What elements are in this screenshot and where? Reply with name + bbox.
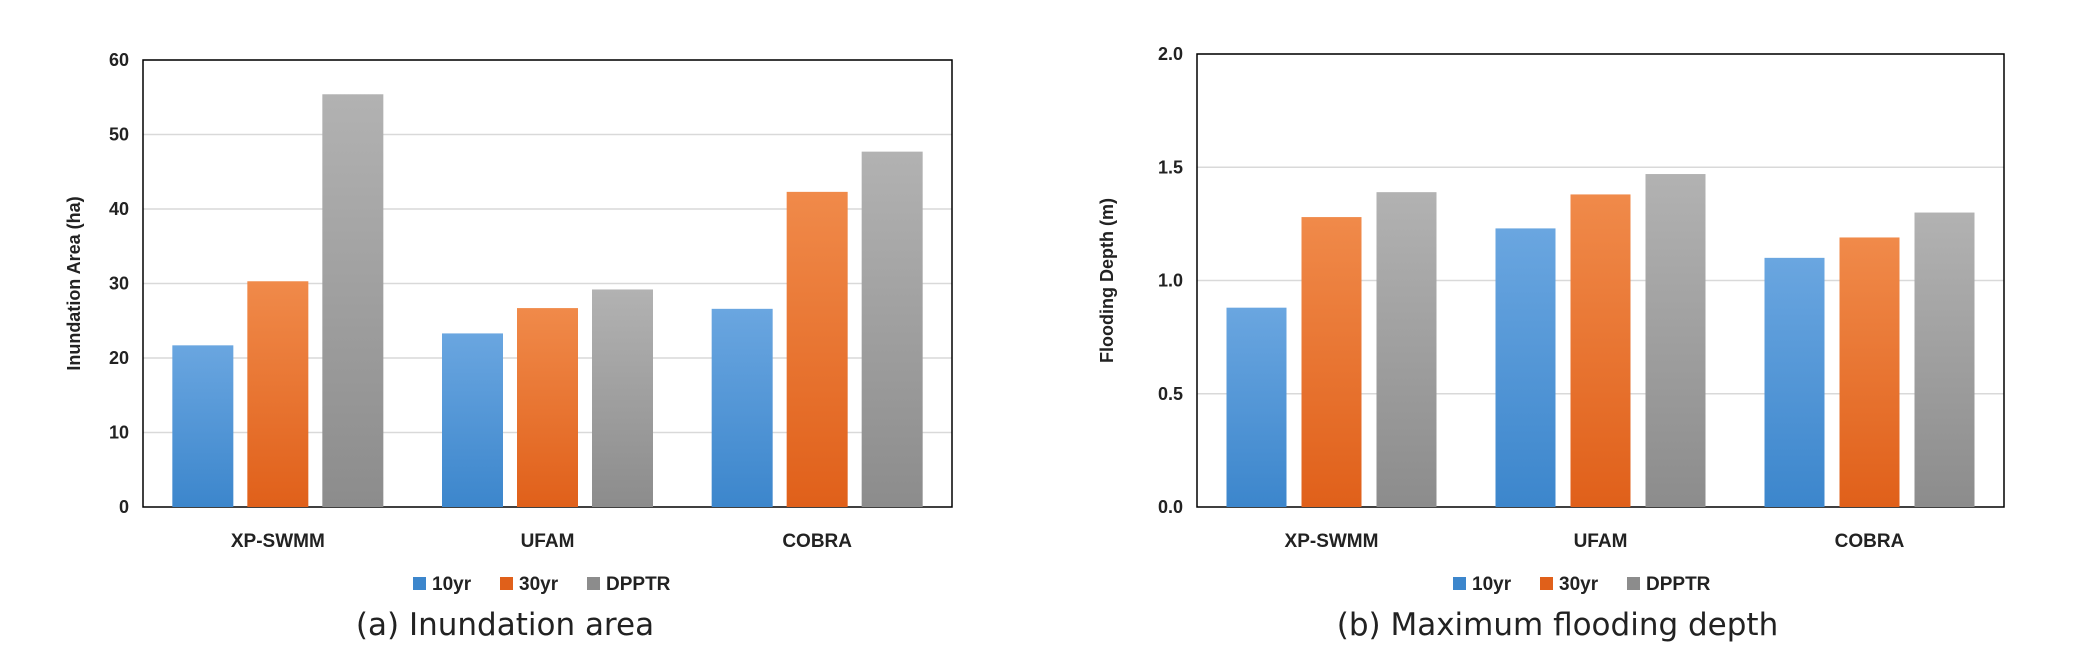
bar-30yr-ufam <box>1570 194 1631 507</box>
legend-label-10yr: 10yr <box>1472 574 1512 595</box>
bar-10yr-ufam <box>1495 228 1556 507</box>
x-category-label: UFAM <box>521 531 575 552</box>
legend-swatch-30yr <box>500 577 513 590</box>
legend-label-30yr: 30yr <box>1559 574 1599 595</box>
bar-10yr-cobra <box>1764 257 1825 507</box>
chart-inundation-area: 0 10 20 30 40 50 60 XP-SWMM UFAM COBRA Inundation … <box>64 50 953 595</box>
y-tick-label: 60 <box>109 50 129 70</box>
chart-panel-flooding-depth: 0.0 0.5 1.0 1.5 2.0 XP-SWMM UFAM COBRA Flooding … <box>1040 0 2075 660</box>
legend-label-30yr: 30yr <box>519 574 559 595</box>
y-axis-label: Flooding Depth (m) <box>1097 198 1117 363</box>
bar-dpptr-ufam <box>592 289 653 507</box>
bar-10yr-xp-swmm <box>172 345 234 507</box>
legend-swatch-30yr <box>1540 577 1553 590</box>
legend-label-10yr: 10yr <box>432 574 472 595</box>
y-tick-label: 2.0 <box>1158 44 1183 64</box>
y-tick-label: 20 <box>109 348 129 368</box>
x-category-label: UFAM <box>1574 531 1628 552</box>
y-axis-label: Inundation Area (ha) <box>64 196 84 370</box>
bar-30yr-ufam <box>517 308 578 507</box>
legend-swatch-10yr <box>413 577 426 590</box>
y-tick-label: 50 <box>109 125 129 145</box>
x-category-label: XP-SWMM <box>1285 531 1379 552</box>
y-tick-label: 1.5 <box>1158 157 1183 177</box>
bar-dpptr-xp-swmm <box>1376 192 1437 508</box>
y-tick-label: 30 <box>109 274 129 294</box>
legend-swatch-dpptr <box>587 577 600 590</box>
bar-dpptr-ufam <box>1645 174 1706 508</box>
caption-inundation-area: (a) Inundation area <box>355 607 655 643</box>
bar-30yr-xp-swmm <box>1301 217 1362 507</box>
y-tick-label: 10 <box>109 423 129 443</box>
bar-30yr-xp-swmm <box>247 281 309 507</box>
y-tick-label: 40 <box>109 199 129 219</box>
bar-10yr-cobra <box>711 308 773 507</box>
y-tick-label: 1.0 <box>1158 271 1183 291</box>
x-category-label: COBRA <box>782 531 852 552</box>
bar-dpptr-cobra <box>1914 212 1975 508</box>
bar-dpptr-cobra <box>861 151 923 507</box>
caption-flooding-depth: (b) Maximum flooding depth <box>1336 607 1779 643</box>
bar-10yr-ufam <box>442 333 503 507</box>
chart-flooding-depth: 0.0 0.5 1.0 1.5 2.0 XP-SWMM UFAM COBRA Flooding … <box>1097 44 2005 595</box>
chart-panel-inundation-area: 0 10 20 30 40 50 60 XP-SWMM UFAM COBRA Inundation … <box>64 50 953 643</box>
x-category-label: COBRA <box>1835 531 1905 552</box>
bar-10yr-xp-swmm <box>1226 307 1287 507</box>
bar-dpptr-xp-swmm <box>322 94 384 508</box>
legend-label-dpptr: DPPTR <box>606 574 671 595</box>
legend-swatch-dpptr <box>1627 577 1640 590</box>
x-category-label: XP-SWMM <box>231 531 325 552</box>
y-tick-label: 0.0 <box>1158 497 1183 517</box>
bar-30yr-cobra <box>786 191 848 508</box>
legend-swatch-10yr <box>1453 577 1466 590</box>
y-tick-label: 0 <box>119 497 129 517</box>
y-tick-label: 0.5 <box>1158 384 1183 404</box>
bar-30yr-cobra <box>1839 237 1900 507</box>
legend-label-dpptr: DPPTR <box>1646 574 1711 595</box>
